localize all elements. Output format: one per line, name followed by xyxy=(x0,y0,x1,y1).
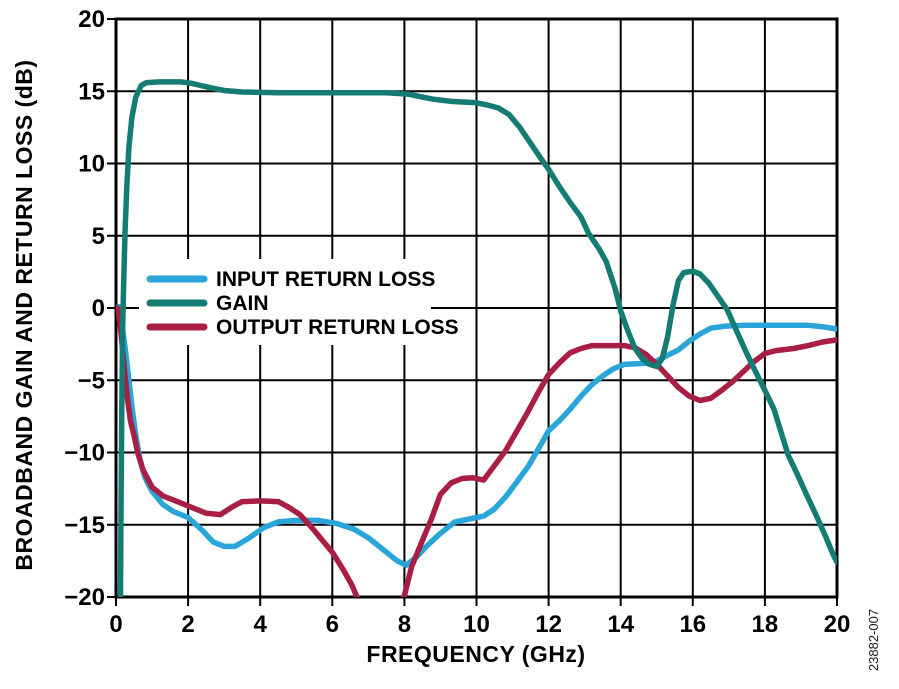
x-tick-label: 16 xyxy=(679,611,706,638)
output-return-loss-curve xyxy=(116,305,837,597)
x-tick-label: 18 xyxy=(752,611,779,638)
y-tick-label: 20 xyxy=(78,6,105,33)
x-tick-label: 12 xyxy=(535,611,562,638)
x-tick-label: 8 xyxy=(398,611,411,638)
y-tick-label: −10 xyxy=(64,440,105,467)
y-tick-label: 10 xyxy=(78,151,105,178)
x-tick-label: 10 xyxy=(463,611,490,638)
y-axis-title: BROADBAND GAIN AND RETURN LOSS (dB) xyxy=(11,59,37,570)
gain-curve xyxy=(117,79,837,597)
x-tick-label: 4 xyxy=(254,611,268,638)
x-tick-label: 14 xyxy=(607,611,634,638)
y-tick-label: 15 xyxy=(78,78,105,105)
x-tick-label: 20 xyxy=(824,611,851,638)
legend-label-output-return-loss: OUTPUT RETURN LOSS xyxy=(216,316,459,339)
y-tick-label: 0 xyxy=(92,295,105,322)
x-tick-label: 6 xyxy=(326,611,339,638)
x-tick-label: 2 xyxy=(181,611,194,638)
curves-layer xyxy=(116,79,837,597)
legend-label-gain: GAIN xyxy=(216,292,269,315)
x-tick-label: 0 xyxy=(109,611,122,638)
input-return-loss-curve xyxy=(116,303,837,568)
legend-label-input-return-loss: INPUT RETURN LOSS xyxy=(216,268,435,291)
y-tick-label: −5 xyxy=(78,367,105,394)
y-tick-label: −20 xyxy=(64,584,105,611)
y-tick-label: 5 xyxy=(92,223,105,250)
watermark-code: 23882-007 xyxy=(866,609,881,671)
y-tick-label: −15 xyxy=(64,512,105,539)
x-axis-title: FREQUENCY (GHz) xyxy=(366,641,585,667)
grid-layer xyxy=(116,19,837,597)
